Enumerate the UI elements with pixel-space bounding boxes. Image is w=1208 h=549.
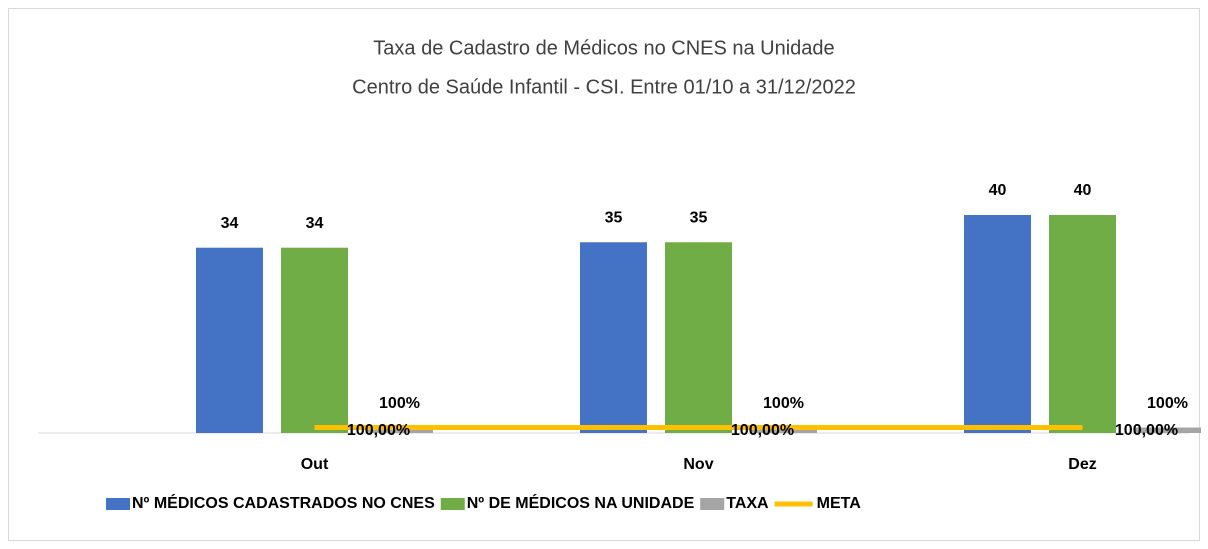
bar: [366, 427, 433, 433]
chart-title: Taxa de Cadastro de Médicos no CNES na U…: [373, 37, 834, 59]
bar: [281, 247, 348, 433]
data-label: 40: [1074, 182, 1092, 199]
legend-label: Nº MÉDICOS CADASTRADOS NO CNES: [132, 493, 435, 512]
bar: [665, 242, 732, 433]
data-label: 100,00%: [731, 422, 794, 439]
chart-subtitle: Centro de Saúde Infantil - CSI. Entre 01…: [352, 76, 856, 98]
data-label: 40: [989, 182, 1007, 199]
legend-label: TAXA: [726, 495, 769, 512]
data-label: 100%: [379, 395, 420, 412]
data-label: 100%: [1147, 395, 1188, 412]
data-label: 100,00%: [347, 422, 410, 439]
data-label: 34: [306, 215, 324, 232]
data-label: 100,00%: [1115, 422, 1178, 439]
legend-label: META: [817, 495, 862, 512]
bar: [1049, 215, 1116, 433]
data-label: 35: [690, 209, 708, 226]
x-tick-label: Nov: [683, 456, 713, 473]
legend-swatch: [106, 498, 130, 510]
data-label: 100%: [763, 395, 804, 412]
bar: [196, 247, 263, 433]
data-label: 35: [605, 209, 623, 226]
x-tick-label: Dez: [1068, 456, 1096, 473]
bar: [1134, 427, 1201, 433]
bar: [750, 427, 817, 433]
data-label: 34: [221, 215, 239, 232]
legend-swatch: [440, 498, 465, 510]
bar: [580, 242, 647, 433]
bar: [964, 215, 1031, 433]
legend-swatch: [700, 498, 725, 510]
x-tick-label: Out: [301, 456, 329, 473]
legend-label: Nº DE MÉDICOS NA UNIDADE: [467, 493, 695, 512]
